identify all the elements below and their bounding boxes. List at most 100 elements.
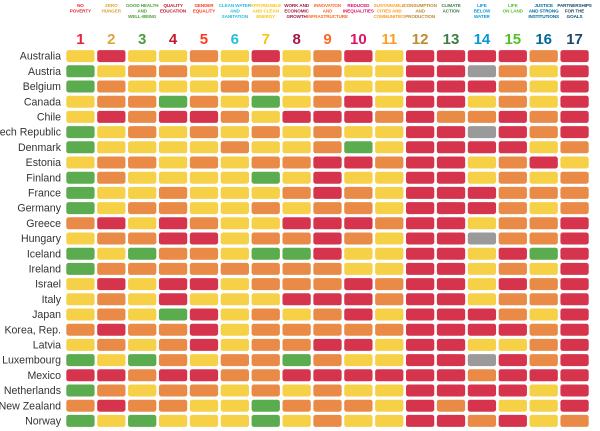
status-cell: [158, 247, 188, 260]
country-label: Iceland: [27, 248, 61, 260]
status-cell: [560, 95, 589, 108]
status-cell: [406, 323, 435, 336]
status-cell: [467, 50, 497, 63]
status-cell: [467, 308, 497, 321]
status-cell: [128, 202, 157, 215]
status-cell: [282, 202, 311, 215]
status-cell: [128, 217, 157, 230]
status-cell: [158, 414, 188, 427]
goal-number-15: 15: [504, 31, 521, 48]
status-cell: [220, 278, 249, 291]
status-cell: [189, 50, 219, 63]
status-cell: [189, 247, 219, 260]
status-cell: [375, 80, 404, 93]
status-cell: [66, 156, 95, 169]
status-cell: [128, 262, 157, 275]
status-cell: [282, 262, 311, 275]
goal-title-4: QUALITY EDUCATION: [160, 3, 187, 14]
status-cell: [375, 217, 404, 230]
status-cell: [498, 338, 527, 351]
country-label: Italy: [42, 294, 62, 306]
status-cell: [128, 110, 157, 123]
status-cell: [220, 414, 249, 427]
status-cell: [467, 247, 497, 260]
status-cell: [375, 202, 404, 215]
status-cell: [97, 369, 126, 382]
status-cell: [282, 126, 311, 139]
goal-number-6: 6: [231, 31, 239, 48]
status-cell: [251, 126, 280, 139]
status-cell: [436, 217, 466, 230]
status-cell: [97, 338, 126, 351]
status-cell: [189, 202, 219, 215]
status-cell: [189, 293, 219, 306]
status-cell: [158, 384, 188, 397]
status-cell: [189, 354, 219, 367]
country-label: Australia: [20, 51, 61, 63]
goal-title-9: INNOVATION AND INFRASTRUCTURE: [307, 3, 348, 19]
status-cell: [406, 384, 435, 397]
status-cell: [66, 126, 95, 139]
status-cell: [436, 293, 466, 306]
status-cell: [344, 171, 373, 184]
status-cell: [220, 399, 249, 412]
status-cell: [97, 399, 126, 412]
goal-title-14: LIFE BELOW WATER: [474, 3, 491, 19]
status-cell: [498, 156, 527, 169]
status-cell: [97, 247, 126, 260]
status-cell: [251, 202, 280, 215]
status-cell: [313, 80, 342, 93]
status-cell: [467, 369, 497, 382]
status-cell: [436, 399, 466, 412]
status-cell: [97, 141, 126, 154]
status-cell: [189, 95, 219, 108]
goal-title-2: ZERO HUNGER: [102, 3, 122, 14]
status-cell: [560, 80, 589, 93]
status-cell: [529, 156, 558, 169]
status-cell: [97, 232, 126, 245]
status-cell: [220, 323, 249, 336]
status-cell: [529, 95, 558, 108]
status-cell: [406, 293, 435, 306]
status-cell: [313, 232, 342, 245]
status-cell: [282, 414, 311, 427]
status-cell: [128, 399, 157, 412]
status-cell: [375, 50, 404, 63]
status-cell: [220, 308, 249, 321]
status-cell: [158, 141, 188, 154]
status-cell: [189, 262, 219, 275]
status-cell: [189, 126, 219, 139]
status-cell: [189, 80, 219, 93]
status-cell: [220, 126, 249, 139]
status-cell: [158, 232, 188, 245]
goal-title-13: CLIMATE ACTION: [441, 3, 460, 14]
status-cell: [344, 156, 373, 169]
goal-number-8: 8: [292, 31, 300, 48]
status-cell: [529, 50, 558, 63]
status-cell: [282, 354, 311, 367]
status-cell: [189, 308, 219, 321]
status-cell: [498, 171, 527, 184]
status-cell: [66, 50, 95, 63]
goal-number-3: 3: [138, 31, 146, 48]
status-cell: [529, 338, 558, 351]
status-cell: [66, 247, 95, 260]
status-cell: [406, 202, 435, 215]
status-cell: [467, 262, 497, 275]
status-cell: [220, 50, 249, 63]
status-cell: [344, 141, 373, 154]
status-cell: [344, 293, 373, 306]
status-cell: [560, 202, 589, 215]
status-cell: [66, 202, 95, 215]
status-cell: [498, 65, 527, 78]
status-cell: [97, 95, 126, 108]
status-cell: [251, 414, 280, 427]
status-cell: [436, 414, 466, 427]
status-cell: [128, 338, 157, 351]
status-cell: [498, 95, 527, 108]
status-cell: [344, 278, 373, 291]
status-cell: [220, 186, 249, 199]
goal-number-9: 9: [323, 31, 331, 48]
status-cell: [313, 323, 342, 336]
